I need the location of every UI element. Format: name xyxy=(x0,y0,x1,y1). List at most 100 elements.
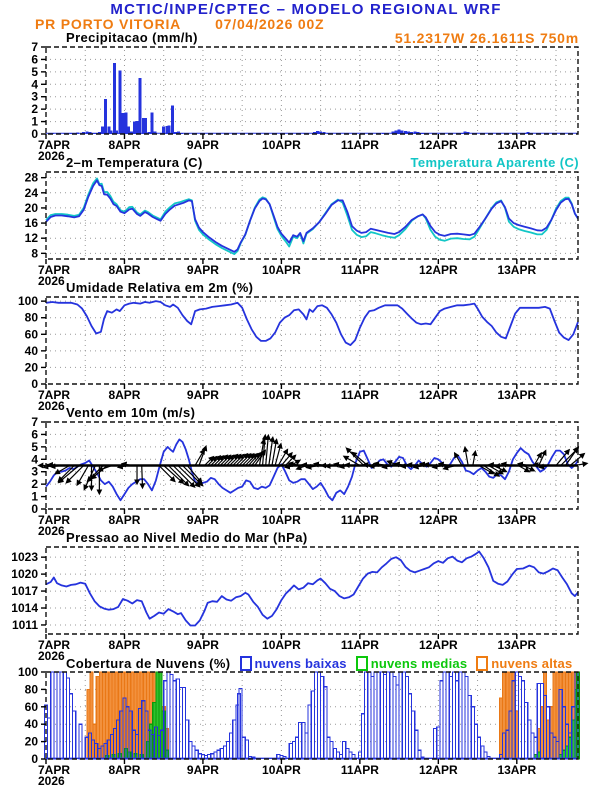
svg-text:4: 4 xyxy=(31,452,38,466)
panel-title-wind: Vento em 10m (m/s) xyxy=(66,405,196,420)
svg-text:5: 5 xyxy=(31,440,38,454)
svg-text:12APR: 12APR xyxy=(419,138,458,152)
panel-title-humidity: Umidade Relativa em 2m (%) xyxy=(66,280,254,295)
legend-item-mid-clouds: nuvens medias xyxy=(355,656,468,671)
panel-humidity: 0 20 40 60 80 100 7APR 8APR 9APR 10APR 11APR 12APR 1… xyxy=(18,294,579,413)
svg-text:2: 2 xyxy=(31,102,38,116)
svg-text:6: 6 xyxy=(31,427,38,441)
svg-text:7APR: 7APR xyxy=(38,763,70,777)
page-title: MCTIC/INPE/CPTEC – MODELO REGIONAL WRF xyxy=(110,1,502,18)
svg-text:80: 80 xyxy=(25,311,39,325)
panel-title-temperature: 2–m Temperatura (C) xyxy=(66,155,203,170)
svg-text:1017: 1017 xyxy=(11,584,38,598)
panel-title-clouds: Cobertura de Nuvens (%) xyxy=(66,656,231,671)
legend-label-mid-clouds: nuvens medias xyxy=(370,656,468,671)
svg-text:12APR: 12APR xyxy=(419,513,458,527)
svg-text:7APR: 7APR xyxy=(38,388,70,402)
svg-text:20: 20 xyxy=(25,735,39,749)
svg-text:7APR: 7APR xyxy=(38,513,70,527)
svg-text:12APR: 12APR xyxy=(419,763,458,777)
station-name: PR PORTO VITORIA xyxy=(35,16,182,32)
svg-text:6: 6 xyxy=(31,52,38,66)
svg-text:7: 7 xyxy=(31,415,38,429)
svg-text:8APR: 8APR xyxy=(108,138,140,152)
svg-text:12APR: 12APR xyxy=(419,263,458,277)
legend-apparent-temperature: Temperatura Aparente (C) xyxy=(410,155,579,170)
svg-text:28: 28 xyxy=(25,171,39,185)
svg-text:9APR: 9APR xyxy=(187,388,219,402)
svg-text:1: 1 xyxy=(31,115,38,129)
svg-text:9APR: 9APR xyxy=(187,763,219,777)
header-station-line: PR PORTO VITORIA 07/04/2026 00Z xyxy=(35,16,324,32)
svg-text:0: 0 xyxy=(31,502,38,516)
svg-text:10APR: 10APR xyxy=(262,763,301,777)
svg-text:7APR: 7APR xyxy=(38,263,70,277)
precipitation-bars xyxy=(46,63,578,135)
svg-text:2026: 2026 xyxy=(38,149,65,163)
svg-text:11APR: 11APR xyxy=(341,513,379,527)
svg-text:0: 0 xyxy=(31,377,38,391)
svg-text:0: 0 xyxy=(31,127,38,141)
svg-text:2026: 2026 xyxy=(38,399,65,413)
high-clouds-swatch-icon xyxy=(476,656,489,671)
svg-text:20: 20 xyxy=(25,201,39,215)
svg-text:100: 100 xyxy=(18,294,38,308)
svg-text:7APR: 7APR xyxy=(38,638,70,652)
svg-text:11APR: 11APR xyxy=(341,388,379,402)
svg-text:12APR: 12APR xyxy=(419,638,458,652)
svg-text:10APR: 10APR xyxy=(262,263,301,277)
svg-text:2: 2 xyxy=(31,477,38,491)
svg-text:13APR: 13APR xyxy=(497,138,536,152)
svg-text:20: 20 xyxy=(25,360,39,374)
svg-text:11APR: 11APR xyxy=(341,763,379,777)
svg-text:16: 16 xyxy=(25,216,39,230)
svg-text:40: 40 xyxy=(25,717,39,731)
legend-label-low-clouds: nuvens baixas xyxy=(254,656,347,671)
svg-text:13APR: 13APR xyxy=(497,638,536,652)
svg-text:11APR: 11APR xyxy=(341,638,379,652)
svg-text:8APR: 8APR xyxy=(108,263,140,277)
wind-vectors xyxy=(37,433,589,496)
mid-clouds-swatch-icon xyxy=(355,656,368,671)
svg-text:60: 60 xyxy=(25,700,39,714)
svg-text:9APR: 9APR xyxy=(187,513,219,527)
svg-text:1014: 1014 xyxy=(11,601,38,615)
svg-text:1023: 1023 xyxy=(11,550,38,564)
svg-text:12APR: 12APR xyxy=(419,388,458,402)
svg-text:1: 1 xyxy=(31,490,38,504)
svg-text:10APR: 10APR xyxy=(262,513,301,527)
panel-pressure: 1011 1014 1017 1020 1023 7APR 8APR 9APR 10APR 11A… xyxy=(11,546,579,663)
svg-text:9APR: 9APR xyxy=(187,263,219,277)
svg-text:8APR: 8APR xyxy=(108,388,140,402)
svg-text:3: 3 xyxy=(31,465,38,479)
svg-text:11APR: 11APR xyxy=(341,138,379,152)
svg-text:9APR: 9APR xyxy=(187,638,219,652)
legend-label-high-clouds: nuvens altas xyxy=(491,656,573,671)
svg-text:7: 7 xyxy=(31,40,38,54)
svg-text:40: 40 xyxy=(25,344,39,358)
svg-text:2026: 2026 xyxy=(38,649,65,663)
svg-text:13APR: 13APR xyxy=(497,763,536,777)
svg-text:3: 3 xyxy=(31,90,38,104)
panel-title-pressure: Pressao ao Nivel Medio do Mar (hPa) xyxy=(66,530,308,545)
low-clouds-swatch-icon xyxy=(239,656,252,671)
svg-text:60: 60 xyxy=(25,327,39,341)
svg-text:5: 5 xyxy=(31,65,38,79)
svg-text:8: 8 xyxy=(31,246,38,260)
svg-text:8APR: 8APR xyxy=(108,763,140,777)
svg-text:7APR: 7APR xyxy=(38,138,70,152)
svg-text:10APR: 10APR xyxy=(262,388,301,402)
svg-text:12: 12 xyxy=(25,231,39,245)
station-coordinates: 51.2317W 26.1611S 750m xyxy=(394,30,579,46)
cloud-legend: Cobertura de Nuvens (%) nuvens baixas nu… xyxy=(66,656,572,671)
svg-text:24: 24 xyxy=(25,186,39,200)
svg-text:2026: 2026 xyxy=(38,774,65,788)
svg-text:13APR: 13APR xyxy=(497,263,536,277)
svg-text:2026: 2026 xyxy=(38,274,65,288)
model-run-datetime: 07/04/2026 00Z xyxy=(215,16,325,32)
